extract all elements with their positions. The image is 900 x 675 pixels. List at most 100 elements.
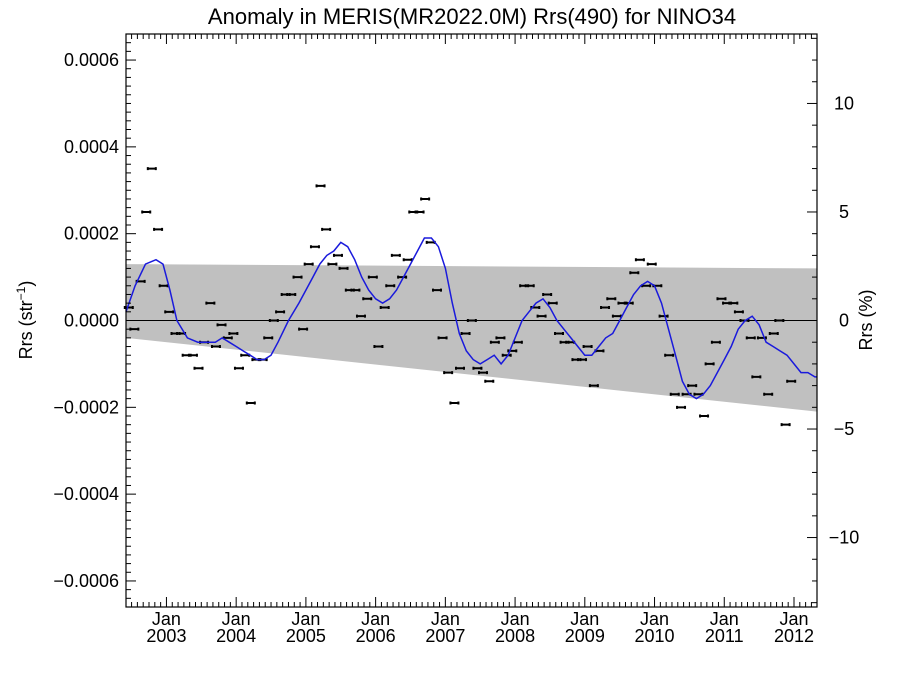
data-point [402,258,413,262]
x-tick-label-month: Jan [570,609,599,629]
data-point [554,332,565,336]
data-point [669,392,680,396]
data-point [763,392,774,396]
data-point [745,336,756,340]
data-point [309,245,320,249]
data-point [390,253,401,257]
y-tick-label: 0.0002 [64,224,119,244]
y-tick-label: −0.0004 [53,484,119,504]
data-point [193,366,204,370]
data-point [600,305,611,309]
data-point [210,345,221,349]
data-point [385,284,396,288]
data-point [397,275,408,279]
data-point [751,375,762,379]
data-point [768,332,779,336]
data-point [141,210,152,214]
data-point [379,305,390,309]
data-point [524,284,535,288]
y-axis-left-label-main: Rrs (str [16,300,36,359]
data-point [187,353,198,357]
x-tick-label-month: Jan [152,609,181,629]
data-point [153,227,164,231]
x-tick-label-year: 2004 [216,626,256,646]
data-point [292,275,303,279]
data-point [275,310,286,314]
data-point [362,297,373,301]
y-tick-label: −0.0002 [53,397,119,417]
data-point [263,336,274,340]
y-axis-right-label: Rrs (%) [856,290,876,351]
x-tick-label-month: Jan [431,609,460,629]
data-point [298,327,309,331]
data-point [582,345,593,349]
data-point [658,314,669,318]
data-point [228,332,239,336]
data-point [577,358,588,362]
data-point [780,423,791,427]
data-point [606,297,617,301]
data-point [268,319,279,322]
smoothed-series-line [125,237,817,400]
data-point [478,371,489,375]
data-point [355,314,366,318]
data-point [303,262,314,266]
data-point [373,345,384,349]
y-tick-label: −0.0006 [53,571,119,591]
data-point [728,301,739,305]
x-tick-label-month: Jan [291,609,320,629]
data-point [547,301,558,305]
data-point [495,336,506,340]
data-point [420,197,431,201]
data-point [489,340,500,344]
x-tick-label-month: Jan [640,609,669,629]
data-point [646,262,657,266]
data-point [286,292,297,296]
data-point [710,340,721,344]
x-tick-label-month: Jan [710,609,739,629]
data-point [786,379,797,383]
y-tick-label: 0.0000 [64,311,119,331]
data-point [588,384,599,388]
data-point [332,253,343,257]
data-point [454,366,465,370]
x-tick-label-month: Jan [501,609,530,629]
data-point [634,258,645,262]
data-point [704,362,715,366]
data-point [338,266,349,270]
x-tick-label-year: 2010 [635,626,675,646]
data-point [315,184,326,188]
data-point [350,288,361,292]
x-tick-label-year: 2012 [774,626,814,646]
data-point [676,405,687,409]
data-point [664,353,675,357]
data-point [327,262,338,266]
data-point [716,297,727,301]
y-axis-left-label: Rrs (str−1) [14,281,36,360]
data-point [466,319,477,322]
x-tick-label-year: 2005 [286,626,326,646]
y2-tick-label: 0 [839,311,849,331]
x-tick-label-year: 2009 [565,626,605,646]
data-point [484,379,495,383]
data-point [699,414,710,418]
chart-title: Anomaly in MERIS(MR2022.0M) Rrs(490) for… [208,4,736,29]
data-point [774,319,785,322]
x-tick-label-year: 2008 [495,626,535,646]
data-point [216,323,227,327]
data-point [449,401,460,405]
data-point [164,310,175,314]
data-point [437,336,448,340]
x-tick-label-year: 2003 [146,626,186,646]
y-axis-left-label-sup: −1 [14,286,28,300]
x-tick-label-month: Jan [361,609,390,629]
data-point [687,384,698,388]
uncertainty-band [126,264,817,412]
data-point [233,366,244,370]
plot-area: 0.0006 0.0004 0.0002 0.0000 −0.0002 −0.0004 −0… [53,34,859,646]
y2-tick-label: −10 [829,528,860,548]
data-point [443,371,454,375]
data-point [629,271,640,275]
data-point [158,284,169,288]
